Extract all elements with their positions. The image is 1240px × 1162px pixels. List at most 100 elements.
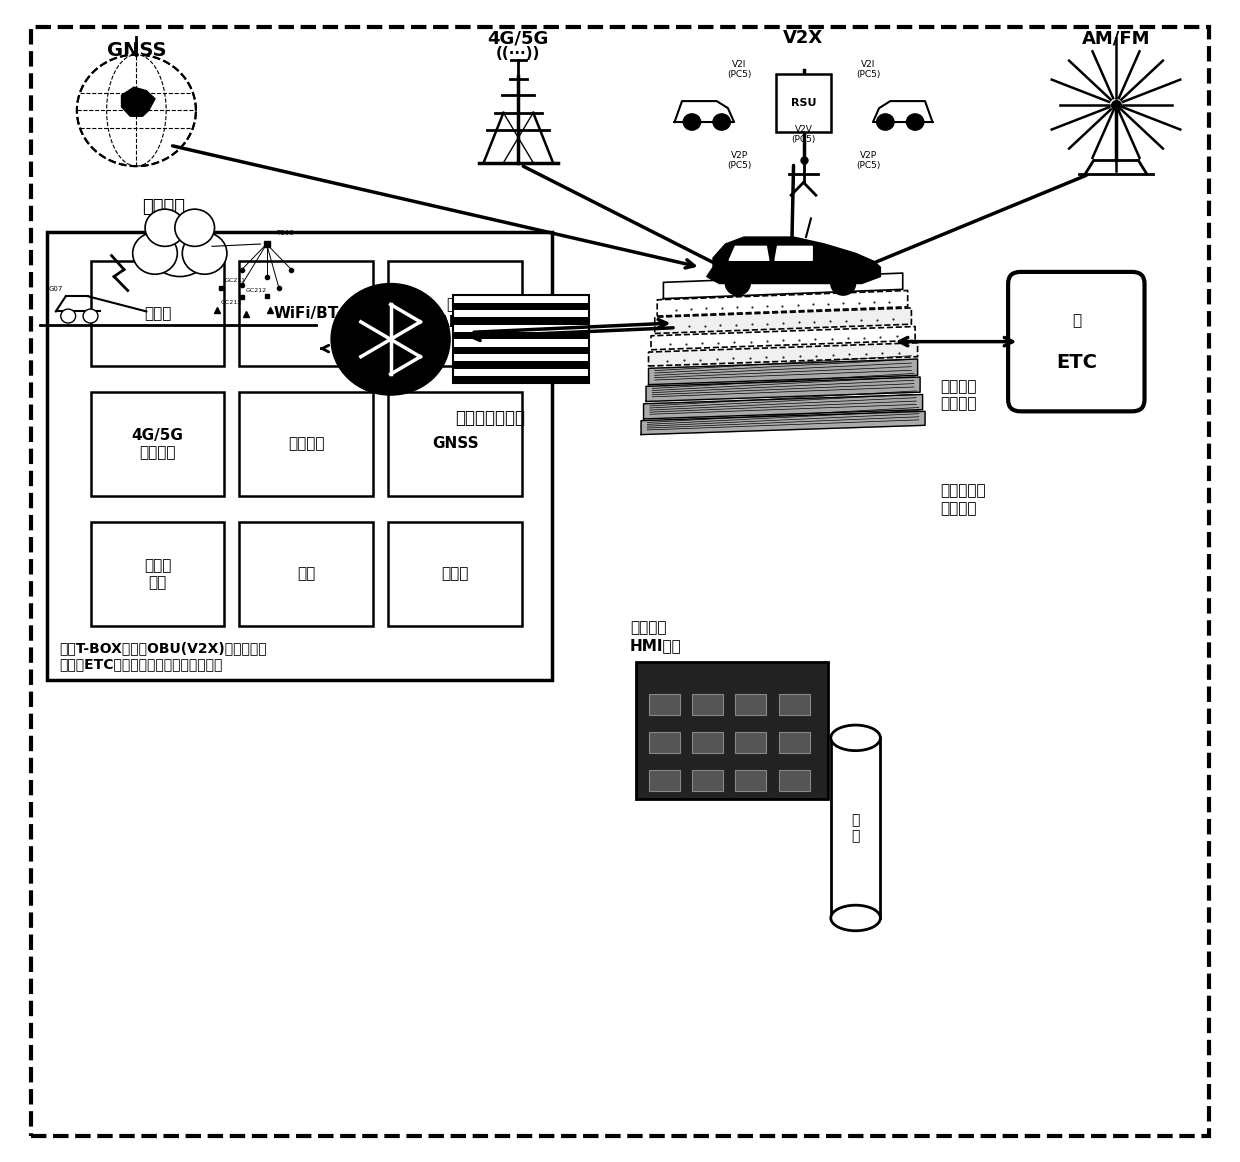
Text: G07: G07 bbox=[48, 286, 63, 292]
Circle shape bbox=[331, 284, 450, 395]
FancyBboxPatch shape bbox=[388, 522, 522, 626]
FancyBboxPatch shape bbox=[453, 332, 589, 339]
Text: 数字鑰匙: 数字鑰匙 bbox=[288, 437, 325, 451]
FancyBboxPatch shape bbox=[239, 392, 373, 496]
Circle shape bbox=[175, 209, 215, 246]
Polygon shape bbox=[663, 273, 903, 299]
Circle shape bbox=[831, 272, 856, 295]
Text: GC213: GC213 bbox=[221, 301, 242, 306]
Text: V2I
(PC5): V2I (PC5) bbox=[727, 60, 751, 79]
Text: GC212: GC212 bbox=[246, 288, 267, 293]
FancyBboxPatch shape bbox=[388, 392, 522, 496]
FancyBboxPatch shape bbox=[91, 522, 224, 626]
Ellipse shape bbox=[831, 905, 880, 931]
FancyBboxPatch shape bbox=[692, 732, 723, 753]
Text: T803: T803 bbox=[277, 230, 294, 236]
Text: V2X: V2X bbox=[784, 29, 823, 46]
Polygon shape bbox=[729, 246, 769, 260]
Circle shape bbox=[148, 216, 212, 277]
Circle shape bbox=[61, 309, 76, 323]
Polygon shape bbox=[707, 237, 880, 284]
Text: V2P
(PC5): V2P (PC5) bbox=[856, 151, 880, 170]
FancyBboxPatch shape bbox=[453, 346, 589, 354]
FancyBboxPatch shape bbox=[453, 302, 589, 310]
Polygon shape bbox=[775, 246, 812, 260]
FancyBboxPatch shape bbox=[831, 738, 880, 918]
FancyBboxPatch shape bbox=[776, 74, 831, 132]
Text: V2I
(PC5): V2I (PC5) bbox=[856, 60, 880, 79]
FancyBboxPatch shape bbox=[239, 261, 373, 366]
Text: 多媒体和
HMI模块: 多媒体和 HMI模块 bbox=[630, 621, 682, 653]
Text: 收音机: 收音机 bbox=[144, 307, 171, 321]
Polygon shape bbox=[641, 411, 925, 435]
Text: WiFi/BT: WiFi/BT bbox=[274, 307, 339, 321]
Circle shape bbox=[145, 209, 185, 246]
Text: 集成T-BOX系统、OBU(V2X)系统、车机
系统、ETC系统、数字鑰匙等功能于一体: 集成T-BOX系统、OBU(V2X)系统、车机 系统、ETC系统、数字鑰匙等功能… bbox=[60, 641, 267, 672]
FancyBboxPatch shape bbox=[779, 770, 810, 791]
FancyBboxPatch shape bbox=[779, 694, 810, 715]
FancyBboxPatch shape bbox=[453, 361, 589, 368]
Text: 其他: 其他 bbox=[298, 567, 315, 581]
FancyBboxPatch shape bbox=[735, 770, 766, 791]
FancyBboxPatch shape bbox=[239, 522, 373, 626]
FancyBboxPatch shape bbox=[649, 770, 680, 791]
FancyBboxPatch shape bbox=[453, 295, 589, 302]
Ellipse shape bbox=[831, 725, 880, 751]
FancyBboxPatch shape bbox=[735, 732, 766, 753]
FancyBboxPatch shape bbox=[91, 261, 224, 366]
FancyBboxPatch shape bbox=[453, 317, 589, 324]
FancyBboxPatch shape bbox=[91, 392, 224, 496]
Text: 数字鑰匙: 数字鑰匙 bbox=[143, 198, 186, 215]
Text: GC211: GC211 bbox=[224, 279, 246, 284]
Text: 车联网: 车联网 bbox=[441, 567, 469, 581]
Text: AM/FM: AM/FM bbox=[1081, 29, 1151, 46]
Text: 4G/5G
移动网络: 4G/5G 移动网络 bbox=[131, 428, 184, 460]
FancyBboxPatch shape bbox=[453, 354, 589, 361]
Polygon shape bbox=[655, 308, 911, 333]
Text: 电
池: 电 池 bbox=[852, 813, 859, 842]
Text: 蓝牙（低功耗）: 蓝牙（低功耗） bbox=[455, 409, 525, 426]
Circle shape bbox=[683, 114, 701, 130]
FancyBboxPatch shape bbox=[453, 376, 589, 383]
Circle shape bbox=[877, 114, 894, 130]
Text: 核心处理和
控制模块: 核心处理和 控制模块 bbox=[940, 483, 986, 516]
Polygon shape bbox=[651, 327, 915, 350]
Circle shape bbox=[133, 232, 177, 274]
Text: 不停车
收费: 不停车 收费 bbox=[144, 558, 171, 590]
FancyBboxPatch shape bbox=[453, 324, 589, 332]
Text: RSU: RSU bbox=[791, 99, 816, 108]
FancyBboxPatch shape bbox=[453, 339, 589, 346]
FancyBboxPatch shape bbox=[453, 368, 589, 376]
Text: 4G/5G: 4G/5G bbox=[487, 29, 549, 46]
FancyBboxPatch shape bbox=[388, 261, 522, 366]
Circle shape bbox=[906, 114, 924, 130]
FancyBboxPatch shape bbox=[1008, 272, 1145, 411]
Polygon shape bbox=[675, 101, 734, 122]
Polygon shape bbox=[646, 378, 920, 402]
Text: V2P
(PC5): V2P (PC5) bbox=[727, 151, 751, 170]
Polygon shape bbox=[122, 87, 155, 116]
Text: 🚗: 🚗 bbox=[1071, 314, 1081, 328]
FancyBboxPatch shape bbox=[47, 232, 552, 680]
Polygon shape bbox=[657, 290, 908, 316]
FancyBboxPatch shape bbox=[31, 27, 1209, 1136]
FancyBboxPatch shape bbox=[779, 732, 810, 753]
Polygon shape bbox=[649, 343, 918, 366]
Text: 在线
APP: 在线 APP bbox=[438, 297, 472, 330]
Circle shape bbox=[182, 232, 227, 274]
Text: ETC: ETC bbox=[1055, 353, 1097, 372]
Polygon shape bbox=[644, 395, 923, 419]
FancyBboxPatch shape bbox=[735, 694, 766, 715]
Text: 无线信号
收发模块: 无线信号 收发模块 bbox=[940, 379, 976, 411]
Circle shape bbox=[725, 272, 750, 295]
Text: V2V
(PC5): V2V (PC5) bbox=[791, 125, 816, 144]
Text: ((···)): ((···)) bbox=[496, 46, 541, 62]
Polygon shape bbox=[873, 101, 932, 122]
Text: GNSS: GNSS bbox=[432, 437, 479, 451]
FancyBboxPatch shape bbox=[453, 310, 589, 317]
FancyBboxPatch shape bbox=[636, 662, 828, 799]
Circle shape bbox=[83, 309, 98, 323]
Circle shape bbox=[713, 114, 730, 130]
Polygon shape bbox=[649, 359, 918, 385]
FancyBboxPatch shape bbox=[692, 694, 723, 715]
